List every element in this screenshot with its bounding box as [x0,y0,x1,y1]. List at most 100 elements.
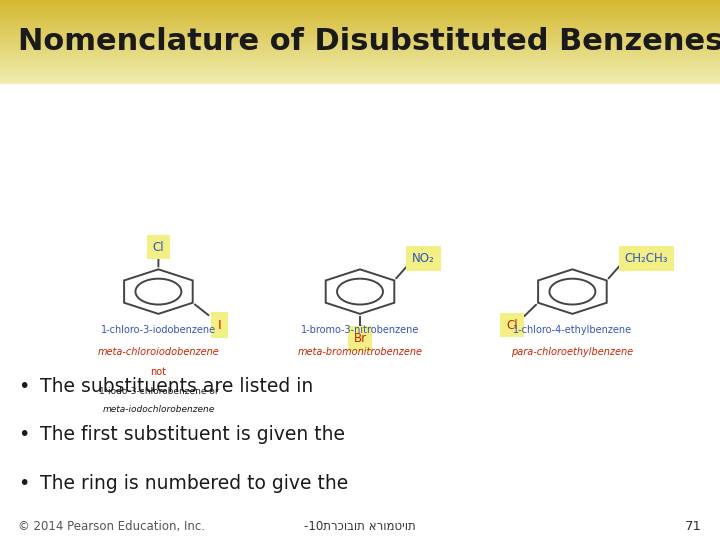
Text: The ring is numbered to give the: The ring is numbered to give the [40,474,354,493]
Bar [0,80,720,82]
Bar [0,73,720,75]
Bar [0,37,720,38]
Text: meta-iodochlorobenzene: meta-iodochlorobenzene [102,406,215,415]
Bar [0,57,720,58]
Bar [0,39,720,40]
Bar [0,24,720,25]
Bar [0,53,720,55]
Bar [0,23,720,24]
Bar [0,58,720,59]
Bar [0,1,720,2]
Bar [0,22,720,23]
Text: Cl: Cl [506,319,518,332]
Bar [0,9,720,10]
Text: NO₂: NO₂ [413,252,435,265]
Bar [0,48,720,49]
Text: 1-chloro-3-iodobenzene: 1-chloro-3-iodobenzene [101,325,216,335]
Bar [0,25,720,26]
Bar [0,4,720,5]
Bar [0,36,720,37]
Text: •: • [18,376,30,396]
Bar [0,78,720,79]
Bar [0,0,720,1]
Text: meta-bromonitrobenzene: meta-bromonitrobenzene [297,347,423,357]
Bar [0,14,720,15]
Text: The first substituent is given the: The first substituent is given the [40,425,351,444]
Bar [0,49,720,50]
Text: 1-iodo-3-chlorobenzene or: 1-iodo-3-chlorobenzene or [99,387,218,396]
Bar [0,83,720,84]
Bar [0,65,720,66]
Bar [0,56,720,57]
Bar [0,76,720,77]
Bar [0,35,720,36]
Bar [0,11,720,12]
Bar [0,6,720,8]
Text: para-chloroethylbenzene: para-chloroethylbenzene [511,347,634,357]
Bar [0,43,720,44]
Bar [0,21,720,22]
Text: meta-chloroiodobenzene: meta-chloroiodobenzene [97,347,220,357]
Bar [0,17,720,18]
Bar [0,52,720,53]
Bar [0,55,720,56]
Bar [0,19,720,20]
Bar [0,5,720,6]
Bar [0,15,720,16]
Bar [0,67,720,68]
Bar [0,12,720,14]
Bar [0,64,720,65]
Text: I: I [217,319,221,332]
Bar [0,41,720,42]
Text: 71: 71 [685,520,702,533]
Bar [0,3,720,4]
Bar [0,71,720,72]
Bar [0,75,720,76]
Bar [0,2,720,3]
Bar [0,29,720,30]
Text: •: • [18,425,30,444]
Bar [0,16,720,17]
Bar [0,79,720,80]
Bar [0,30,720,31]
Bar [0,32,720,33]
Bar [0,28,720,29]
Bar [0,62,720,63]
Bar [0,51,720,52]
Bar [0,50,720,51]
Text: Br: Br [354,332,366,345]
Text: The substituents are listed in: The substituents are listed in [40,376,319,396]
Bar [0,66,720,67]
Text: •: • [18,474,30,493]
Bar [0,46,720,47]
Bar [0,26,720,27]
Text: © 2014 Pearson Education, Inc.: © 2014 Pearson Education, Inc. [18,520,205,533]
Bar [0,72,720,73]
Bar [0,18,720,19]
Bar [0,45,720,46]
Bar [0,40,720,41]
Bar [0,63,720,64]
Bar [0,70,720,71]
Bar [0,60,720,62]
Bar [0,68,720,69]
Text: -10תרכובות ארומטיות: -10תרכובות ארומטיות [304,520,416,533]
Bar [0,84,720,540]
Bar [0,44,720,45]
Text: Cl: Cl [153,240,164,254]
Bar [0,38,720,39]
Bar [0,82,720,83]
Bar [0,47,720,48]
Bar [0,20,720,21]
Bar [0,58,720,59]
Text: 1-bromo-3-nitrobenzene: 1-bromo-3-nitrobenzene [301,325,419,335]
Bar [0,59,720,60]
Text: CH₂CH₃: CH₂CH₃ [625,252,668,265]
Text: not: not [150,367,166,377]
Bar [0,77,720,78]
Bar [0,69,720,70]
Bar [0,42,720,43]
Text: 1-chloro-4-ethylbenzene: 1-chloro-4-ethylbenzene [513,325,632,335]
Bar [0,27,720,28]
Bar [0,31,720,32]
